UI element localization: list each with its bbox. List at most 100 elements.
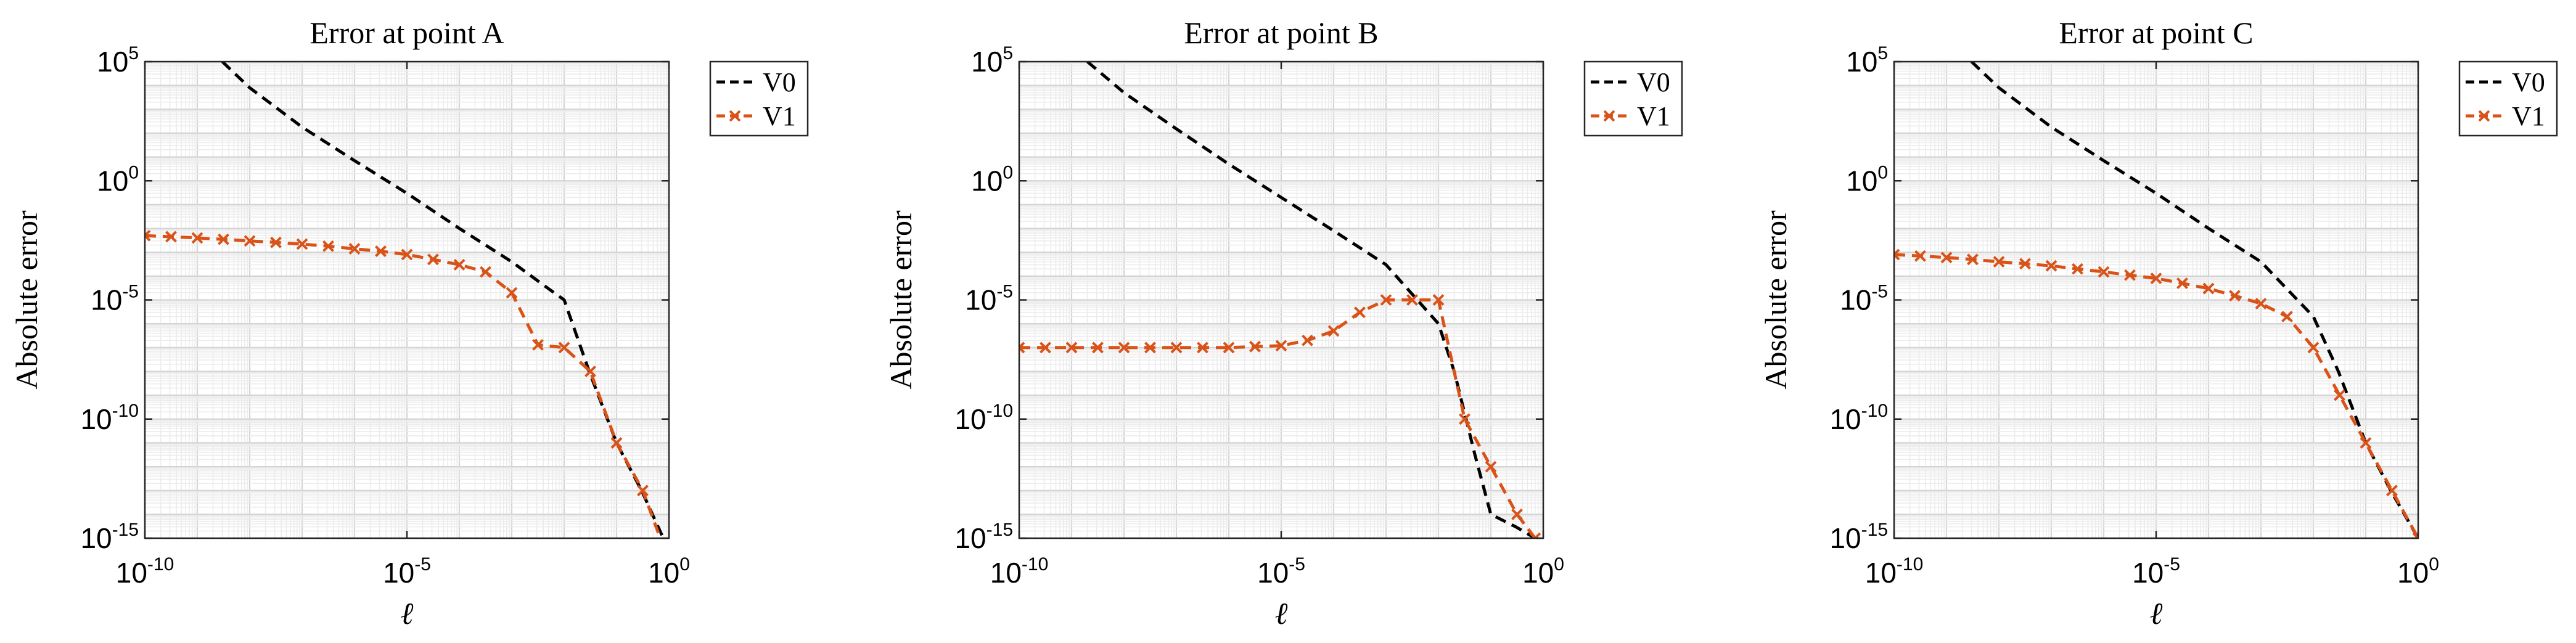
y-tick-label: 10-10 [80, 401, 139, 435]
data-point [296, 238, 308, 250]
chart-title: Error at point B [1184, 15, 1378, 50]
data-point [1940, 252, 1953, 264]
data-point [2202, 282, 2215, 295]
data-point [427, 253, 439, 266]
legend-item-v1: V1 [2466, 101, 2545, 131]
data-point [610, 436, 623, 449]
chart-title: Error at point A [310, 15, 504, 50]
data-point [1967, 253, 1979, 266]
data-point [1380, 294, 1392, 306]
legend-label: V0 [1637, 67, 1670, 97]
data-point [2255, 298, 2267, 309]
data-point [506, 287, 518, 299]
x-tick-label: 10-5 [2132, 554, 2180, 589]
data-point [375, 245, 387, 258]
legend-label: V1 [763, 101, 796, 131]
grid [1893, 62, 2418, 539]
data-point [1302, 334, 1313, 346]
y-tick-label: 100 [97, 162, 139, 197]
data-point [2098, 266, 2110, 278]
data-point [348, 243, 361, 255]
x-axis-label: ℓ [401, 596, 414, 631]
x-tick-label: 100 [2397, 554, 2439, 589]
y-axis-label: Absolute error [884, 210, 918, 390]
data-point [401, 248, 413, 261]
x-axis-label: ℓ [1275, 596, 1288, 631]
data-point [1249, 340, 1261, 353]
data-point [1511, 508, 1523, 520]
legend-item-v1: V1 [1591, 101, 1670, 131]
grid [1018, 62, 1543, 539]
data-point [1223, 342, 1235, 354]
data-point [1459, 413, 1471, 425]
y-tick-label: 10-5 [1840, 282, 1888, 316]
y-tick-label: 105 [971, 43, 1013, 78]
y-tick-label: 105 [1846, 43, 1888, 78]
series-line-v1 [1019, 298, 1536, 538]
data-point [1485, 461, 1497, 473]
data-point [480, 266, 491, 278]
data-point [1118, 342, 1130, 354]
data-point [1170, 342, 1183, 354]
data-point [1894, 248, 1900, 261]
data-point [558, 342, 570, 354]
x-tick-label: 10-10 [116, 554, 174, 589]
data-point [2281, 311, 2293, 322]
data-point [1406, 294, 1418, 306]
data-point [2019, 258, 2031, 270]
y-tick-label: 10-10 [1829, 401, 1888, 435]
data-point [2229, 290, 2241, 302]
legend-label: V1 [2512, 101, 2545, 131]
x-tick-label: 10-10 [990, 554, 1049, 589]
y-tick-label: 10-15 [1829, 520, 1888, 554]
data-point [453, 258, 466, 271]
data-point [1019, 342, 1025, 354]
x-tick-label: 10-5 [1257, 554, 1305, 589]
data-point [532, 338, 544, 351]
data-point [2360, 436, 2372, 449]
data-point [2307, 342, 2320, 354]
y-tick-label: 10-5 [965, 282, 1013, 316]
data-point [1040, 342, 1051, 354]
x-axis-label: ℓ [2150, 596, 2163, 631]
series-v1 [1019, 294, 1541, 538]
data-point [145, 229, 151, 242]
x-tick-label: 10-5 [383, 554, 431, 589]
y-axis-label: Absolute error [1758, 210, 1793, 390]
x-tick-label: 10-10 [1865, 554, 1924, 589]
series-line-v1 [145, 234, 662, 538]
data-point [218, 233, 229, 245]
y-tick-label: 10-15 [80, 520, 139, 554]
data-point [2176, 277, 2188, 289]
data-point [1914, 250, 1926, 262]
data-point [322, 240, 334, 252]
data-point [2334, 389, 2345, 401]
legend-item-v0: V0 [2466, 67, 2545, 97]
data-point [2045, 260, 2057, 272]
data-point [2386, 485, 2398, 497]
data-point [1432, 294, 1445, 306]
data-point [270, 236, 282, 248]
data-point [1529, 532, 1541, 538]
data-point [1354, 306, 1366, 319]
y-tick-label: 100 [971, 162, 1013, 197]
data-point [637, 485, 649, 497]
data-point [1197, 342, 1208, 354]
data-point [191, 232, 203, 244]
legend-label: V0 [2512, 67, 2545, 97]
series-line-v0 [1086, 62, 1536, 538]
data-point [2124, 269, 2136, 281]
data-point [1327, 325, 1340, 337]
legend-label: V1 [1637, 101, 1670, 131]
x-tick-label: 100 [1522, 554, 1564, 589]
data-point [165, 231, 177, 243]
y-tick-label: 100 [1846, 162, 1888, 197]
legend-label: V0 [763, 67, 796, 97]
